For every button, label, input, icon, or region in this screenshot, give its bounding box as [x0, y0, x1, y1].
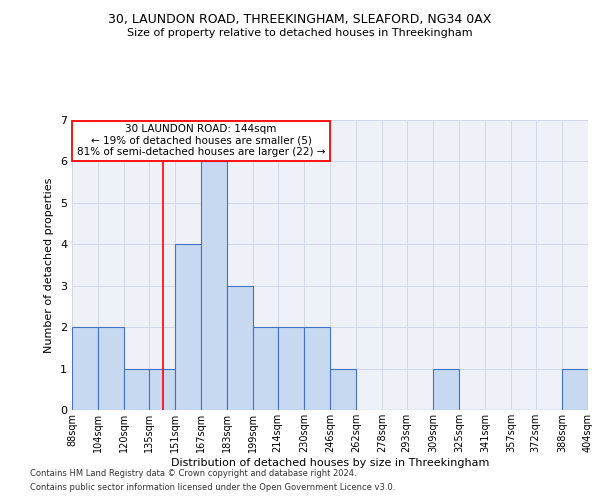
- Text: ← 19% of detached houses are smaller (5): ← 19% of detached houses are smaller (5): [91, 136, 311, 145]
- Bar: [98, 327, 124, 410]
- Bar: [433, 368, 459, 410]
- Bar: [201, 162, 227, 410]
- Bar: [72, 327, 98, 410]
- Bar: [72, 121, 330, 160]
- Bar: [278, 327, 304, 410]
- Bar: [330, 368, 356, 410]
- Bar: [304, 327, 330, 410]
- X-axis label: Distribution of detached houses by size in Threekingham: Distribution of detached houses by size …: [171, 458, 489, 468]
- Text: Size of property relative to detached houses in Threekingham: Size of property relative to detached ho…: [127, 28, 473, 38]
- Text: 81% of semi-detached houses are larger (22) →: 81% of semi-detached houses are larger (…: [77, 148, 325, 158]
- Bar: [175, 244, 201, 410]
- Bar: [149, 368, 175, 410]
- Y-axis label: Number of detached properties: Number of detached properties: [44, 178, 55, 352]
- Bar: [124, 368, 149, 410]
- Bar: [253, 327, 278, 410]
- Text: Contains public sector information licensed under the Open Government Licence v3: Contains public sector information licen…: [30, 484, 395, 492]
- Text: 30, LAUNDON ROAD, THREEKINGHAM, SLEAFORD, NG34 0AX: 30, LAUNDON ROAD, THREEKINGHAM, SLEAFORD…: [109, 12, 491, 26]
- Text: 30 LAUNDON ROAD: 144sqm: 30 LAUNDON ROAD: 144sqm: [125, 124, 277, 134]
- Text: Contains HM Land Registry data © Crown copyright and database right 2024.: Contains HM Land Registry data © Crown c…: [30, 468, 356, 477]
- Bar: [562, 368, 588, 410]
- Bar: [227, 286, 253, 410]
